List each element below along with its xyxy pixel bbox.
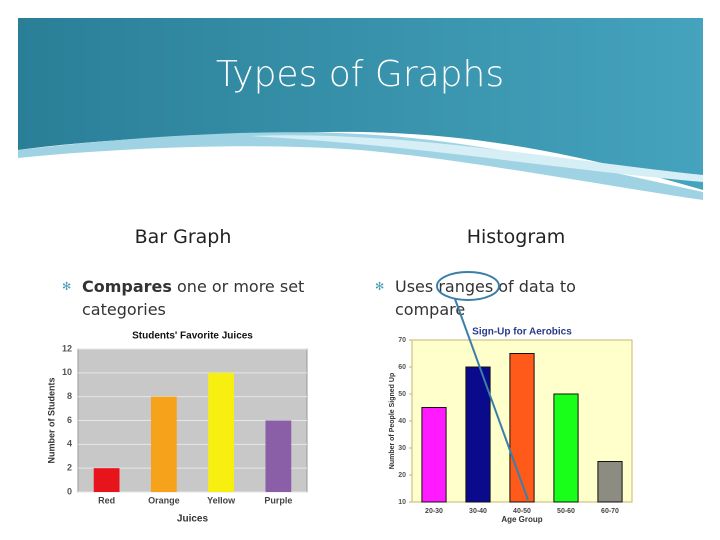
y-axis-label: Number of Students bbox=[46, 377, 56, 463]
y-tick-label: 6 bbox=[67, 415, 72, 425]
y-tick-label: 10 bbox=[398, 499, 406, 506]
bar bbox=[597, 461, 623, 503]
x-tick-label: 60-70 bbox=[601, 508, 619, 515]
slide-title: Types of Graphs bbox=[215, 54, 505, 95]
x-tick-label: 30-40 bbox=[469, 508, 487, 515]
x-tick-label: 50-60 bbox=[557, 508, 575, 515]
bullet-bold: Compares bbox=[82, 277, 172, 296]
bar bbox=[150, 396, 177, 492]
y-tick-label: 12 bbox=[62, 343, 72, 353]
annotation-circle bbox=[436, 271, 500, 301]
bar bbox=[421, 407, 447, 503]
bar bbox=[509, 353, 535, 503]
column-heading: Bar Graph bbox=[134, 226, 232, 248]
y-tick-label: 30 bbox=[398, 445, 406, 452]
x-tick-label: Red bbox=[98, 495, 115, 505]
y-axis-label: Number of People Signed Up bbox=[389, 373, 396, 469]
y-tick-label: 70 bbox=[398, 337, 406, 344]
x-tick-label: Orange bbox=[148, 495, 180, 505]
column-heading: Histogram bbox=[466, 226, 566, 248]
bar bbox=[465, 366, 491, 503]
bullet-text: one or more set categories bbox=[82, 277, 305, 319]
y-tick-label: 60 bbox=[398, 364, 406, 371]
x-tick-label: 40-50 bbox=[513, 508, 531, 515]
x-tick-label: Yellow bbox=[207, 495, 236, 505]
chart-title: Sign-Up for Aerobics bbox=[472, 327, 572, 338]
x-tick-label: 20-30 bbox=[425, 508, 443, 515]
header-wave bbox=[250, 135, 703, 182]
x-axis-label: Juices bbox=[177, 514, 209, 525]
y-tick-label: 2 bbox=[67, 463, 72, 473]
y-tick-label: 4 bbox=[67, 439, 72, 449]
x-axis-label: Age Group bbox=[501, 515, 542, 524]
annotation-arrow bbox=[454, 298, 529, 501]
y-tick-label: 50 bbox=[398, 391, 406, 398]
bar bbox=[93, 468, 120, 492]
y-tick-label: 0 bbox=[67, 486, 72, 496]
bar bbox=[553, 393, 579, 503]
bar bbox=[208, 372, 235, 492]
y-tick-label: 20 bbox=[398, 472, 406, 479]
bullet: Compares one or more set categories bbox=[62, 275, 332, 321]
y-tick-label: 8 bbox=[67, 391, 72, 401]
y-tick-label: 40 bbox=[398, 418, 406, 425]
x-tick-label: Purple bbox=[264, 495, 292, 505]
bar bbox=[265, 420, 292, 492]
y-tick-label: 10 bbox=[62, 367, 72, 377]
chart-title: Students' Favorite Juices bbox=[132, 331, 253, 342]
header-band bbox=[18, 18, 703, 190]
